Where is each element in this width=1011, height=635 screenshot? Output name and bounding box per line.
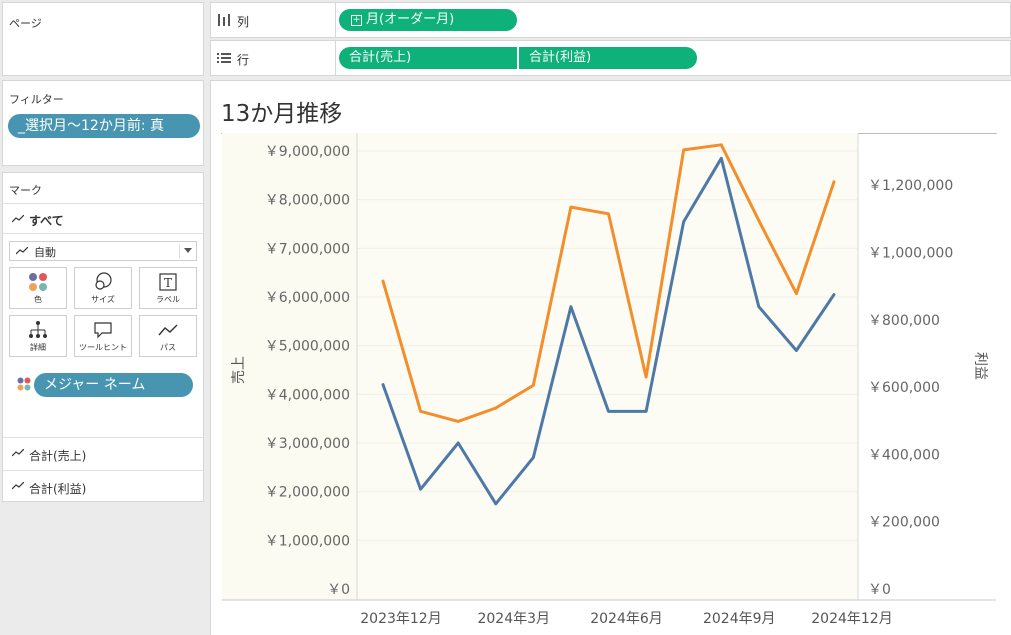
label-button-label: ラベル: [156, 295, 180, 304]
filter-pill[interactable]: _選択月～12か月前: 真: [8, 114, 200, 138]
columns-icon: [218, 14, 230, 26]
size-button-label: サイズ: [91, 295, 115, 304]
month-pill-label: 月(オーダー月): [366, 12, 455, 27]
mark-type-value: 自動: [34, 246, 56, 259]
filters-title: フィルター: [9, 93, 64, 106]
svg-text:T: T: [164, 276, 172, 290]
sales-pill[interactable]: 合計(売上): [339, 47, 517, 69]
chart-title: 13か月推移: [221, 101, 343, 127]
measure-row-profit[interactable]: 合計(利益): [3, 471, 203, 503]
columns-label: 列: [237, 15, 250, 29]
tooltip-button-label: ツールヒント: [79, 343, 127, 352]
mark-type-dropdown[interactable]: 自動: [9, 241, 197, 261]
pages-title: ページ: [9, 17, 42, 30]
rows-shelf[interactable]: 行 合計(売上) 合計(利益): [210, 40, 1011, 76]
filters-panel: フィルター _選択月～12か月前: 真: [2, 80, 204, 166]
detail-button-label: 詳細: [30, 343, 46, 352]
tooltip-icon: [94, 322, 112, 339]
measure-row-sales[interactable]: 合計(売上): [3, 438, 203, 470]
path-button-label: パス: [160, 343, 176, 352]
columns-shelf[interactable]: 列 + 月(オーダー月): [210, 2, 1011, 38]
chart-panel: 13か月推移: [210, 80, 1011, 635]
size-icon: [95, 272, 112, 290]
tooltip-button[interactable]: ツールヒント: [74, 315, 132, 357]
size-button[interactable]: サイズ: [74, 267, 132, 309]
color-button-label: 色: [34, 295, 42, 304]
detail-button[interactable]: 詳細: [9, 315, 67, 357]
chevron-down-icon: [184, 248, 192, 253]
detail-icon: [29, 321, 47, 338]
pages-panel: ページ: [2, 2, 204, 76]
marks-panel: マーク すべて 自動 色 サイズ T ラベル 詳細 ツールヒント: [2, 172, 204, 502]
color-encoding-icon: [17, 377, 31, 391]
line-mark-icon: [16, 247, 28, 255]
line-mark-icon: [12, 482, 24, 490]
label-icon: T: [159, 273, 177, 291]
marks-title: マーク: [9, 184, 42, 197]
path-button[interactable]: パス: [139, 315, 197, 357]
expand-icon: +: [351, 15, 362, 26]
measure-row-profit-label: 合計(利益): [29, 482, 87, 496]
label-button[interactable]: T ラベル: [139, 267, 197, 309]
measure-names-pill[interactable]: メジャー ネーム: [34, 373, 193, 397]
line-mark-icon: [12, 215, 24, 223]
profit-pill[interactable]: 合計(利益): [519, 47, 697, 69]
rows-icon: [217, 53, 231, 63]
color-icon: [29, 273, 47, 291]
rows-label: 行: [237, 53, 250, 67]
color-button[interactable]: 色: [9, 267, 67, 309]
month-pill[interactable]: + 月(オーダー月): [339, 9, 517, 31]
measure-row-sales-label: 合計(売上): [29, 449, 87, 463]
line-mark-icon: [12, 449, 24, 457]
path-icon: [158, 324, 178, 336]
marks-all-label[interactable]: すべて: [29, 214, 64, 228]
